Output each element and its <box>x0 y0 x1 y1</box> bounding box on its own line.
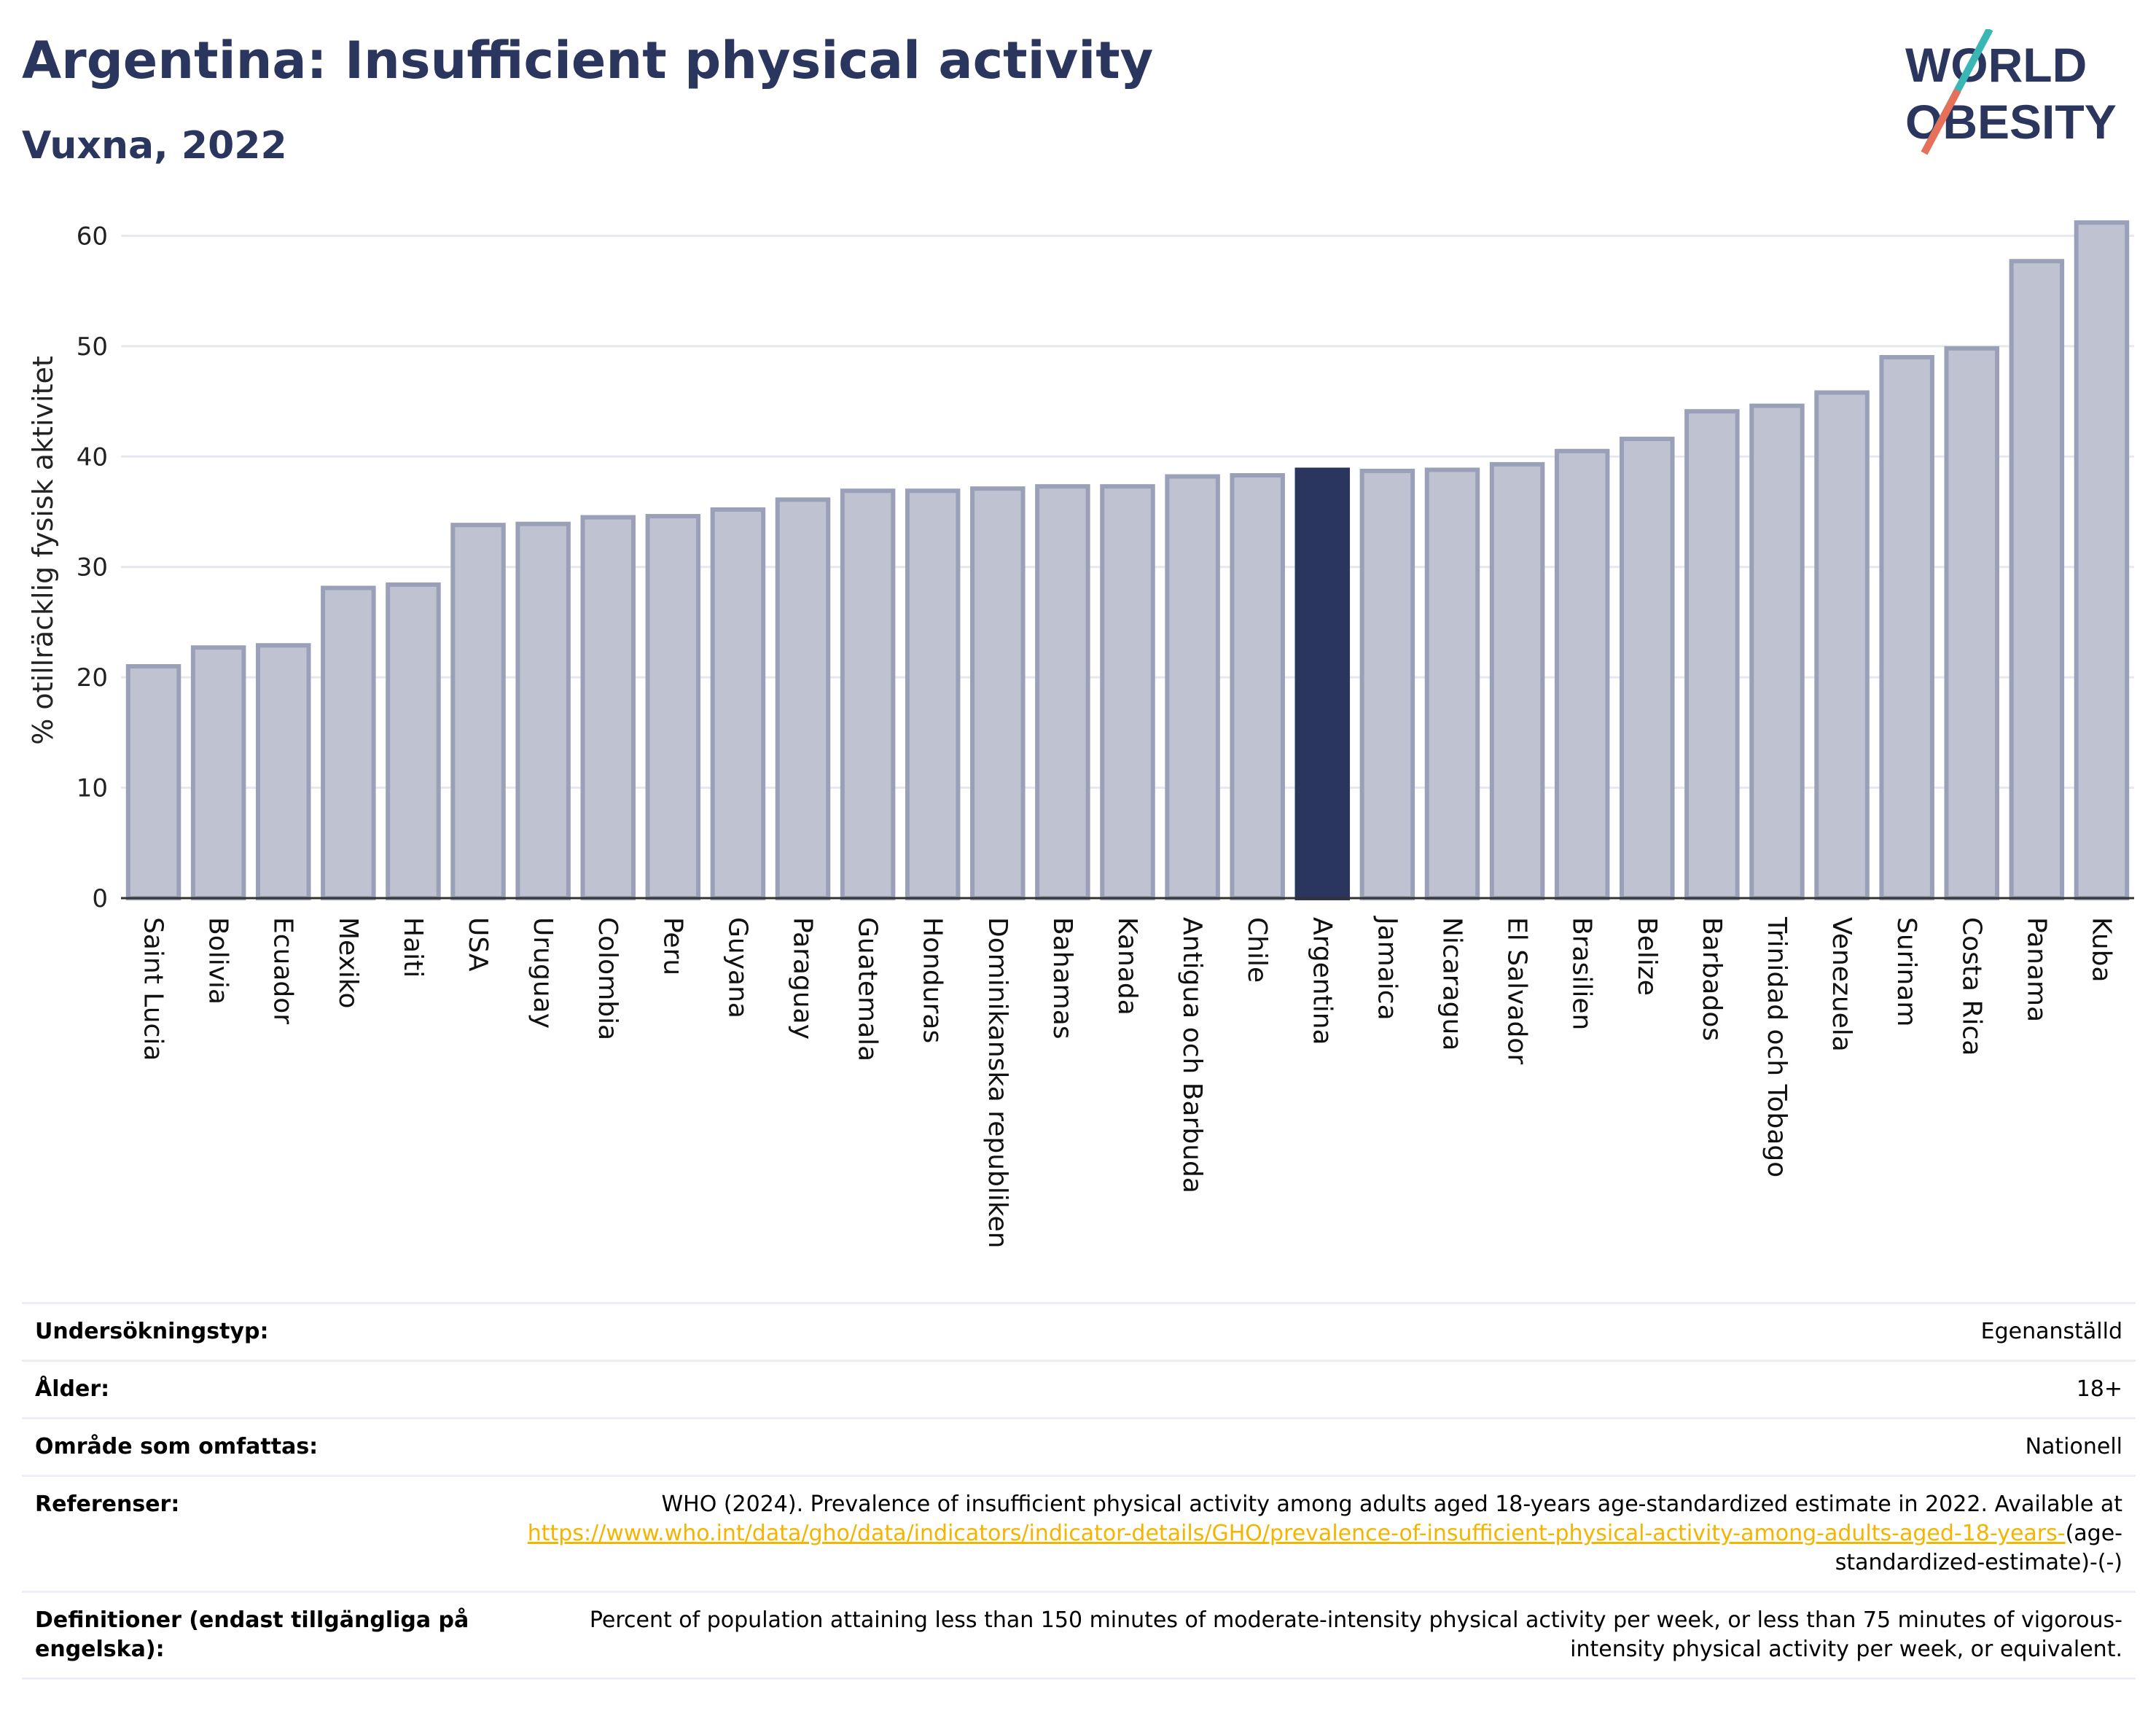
y-tick-label: 20 <box>77 663 108 693</box>
bar <box>1879 355 1934 900</box>
survey-type-value: Egenanställd <box>500 1302 2136 1361</box>
references-text: WHO (2024). Prevalence of insufficient p… <box>661 1492 2122 1517</box>
references-suffix: (age-standardized-estimate)-(-) <box>1835 1521 2122 1575</box>
bar <box>515 521 571 900</box>
bar <box>386 582 441 900</box>
meta-row-definitions: Definitioner (endast tillgängliga på eng… <box>22 1591 2136 1680</box>
x-tick-label: Brasilien <box>1567 917 1597 1030</box>
bar <box>125 664 181 900</box>
world-obesity-logo: WORLD OBESITY <box>1905 29 2117 155</box>
meta-row-references: Referenser: WHO (2024). Prevalence of in… <box>22 1475 2136 1592</box>
x-tick-label: Nicaragua <box>1437 917 1466 1050</box>
bar <box>1359 468 1415 900</box>
coverage-label: Område som omfattas: <box>22 1417 500 1476</box>
bar <box>1489 461 1545 900</box>
bar <box>1294 467 1351 900</box>
x-tick-label: Uruguay <box>528 917 558 1029</box>
bar <box>645 514 701 900</box>
page-subtitle: Vuxna, 2022 <box>22 124 287 168</box>
bar <box>580 515 636 900</box>
x-tick-label: Surinam <box>1891 917 1921 1026</box>
bar <box>1100 484 1155 900</box>
x-tick-label: Paraguay <box>788 917 818 1040</box>
references-link[interactable]: https://www.who.int/data/gho/data/indica… <box>527 1521 2066 1546</box>
y-axis-label: % otillräcklig fysisk aktivitet <box>27 356 59 745</box>
x-tick-label: Ecuador <box>268 917 298 1024</box>
bar <box>970 486 1026 900</box>
x-tick-label: Mexiko <box>333 917 363 1008</box>
references-value: WHO (2024). Prevalence of insufficient p… <box>500 1475 2136 1592</box>
y-tick-label: 10 <box>77 774 108 803</box>
x-tick-label: Bolivia <box>203 917 233 1005</box>
x-tick-label: Kanada <box>1112 917 1142 1015</box>
x-tick-label: Guatemala <box>853 917 883 1061</box>
survey-type-label: Undersökningstyp: <box>22 1302 500 1361</box>
x-tick-label: Costa Rica <box>1956 917 1986 1056</box>
bar <box>450 523 506 901</box>
x-tick-label: Guyana <box>722 917 752 1018</box>
x-tick-label: Jamaica <box>1372 916 1402 1021</box>
references-label: Referenser: <box>22 1475 500 1592</box>
metadata-table: Undersökningstyp: Egenanställd Ålder: 18… <box>22 1302 2136 1680</box>
x-tick-label: Venezuela <box>1827 917 1856 1052</box>
bar <box>1230 473 1285 900</box>
meta-row-coverage: Område som omfattas: Nationell <box>22 1417 2136 1476</box>
y-tick-label: 30 <box>77 553 108 582</box>
x-tick-label: Colombia <box>593 917 622 1040</box>
bar <box>1554 448 1610 900</box>
definitions-value: Percent of population attaining less tha… <box>500 1591 2136 1680</box>
bar <box>1165 474 1220 900</box>
x-tick-label: Peru <box>657 917 687 975</box>
bar <box>321 585 376 900</box>
bar <box>190 645 246 900</box>
y-tick-label: 40 <box>77 442 108 472</box>
x-tick-label: Saint Lucia <box>138 917 168 1061</box>
coverage-value: Nationell <box>500 1417 2136 1476</box>
x-tick-label: Kuba <box>2086 917 2116 983</box>
meta-row-survey-type: Undersökningstyp: Egenanställd <box>22 1302 2136 1361</box>
bar <box>2074 220 2130 900</box>
bar <box>1620 437 1675 900</box>
y-tick-label: 0 <box>92 884 108 913</box>
bar <box>1424 467 1480 900</box>
bar <box>1814 390 1870 900</box>
x-tick-label: El Salvador <box>1502 917 1532 1064</box>
bar <box>255 643 311 900</box>
svg-text:WORLD: WORLD <box>1905 38 2087 92</box>
x-tick-label: Honduras <box>918 917 948 1043</box>
y-tick-label: 50 <box>77 332 108 362</box>
y-tick-label: 60 <box>77 222 108 251</box>
page-title: Argentina: Insufficient physical activit… <box>22 31 1154 90</box>
x-tick-label: Panama <box>2021 917 2051 1022</box>
x-tick-label: Chile <box>1242 917 1272 983</box>
bar <box>840 488 896 900</box>
bar-chart: 0 10 20 30 40 50 60 % otillräcklig fysisk aktiv… <box>27 220 2134 1248</box>
x-tick-label: Antigua och Barbuda <box>1177 917 1207 1193</box>
x-tick-label: Argentina <box>1307 917 1337 1045</box>
x-tick-label: USA <box>463 917 493 972</box>
bar <box>1035 484 1090 900</box>
bar <box>1684 409 1740 900</box>
x-tick-label: Trinidad och Tobago <box>1762 916 1792 1177</box>
bar <box>710 507 766 900</box>
bar <box>775 497 831 900</box>
age-value: 18+ <box>500 1360 2136 1419</box>
definitions-label: Definitioner (endast tillgängliga på eng… <box>22 1591 500 1680</box>
x-tick-label: Belize <box>1632 917 1662 996</box>
bar <box>1944 346 2000 900</box>
x-tick-label: Haiti <box>398 917 428 978</box>
x-tick-label: Dominikanska republiken <box>983 917 1012 1248</box>
bar <box>1749 403 1805 900</box>
x-tick-label: Barbados <box>1697 917 1727 1041</box>
x-tick-label: Bahamas <box>1047 917 1077 1040</box>
bar <box>2009 259 2065 900</box>
age-label: Ålder: <box>22 1360 500 1419</box>
bar <box>905 488 961 900</box>
meta-row-age: Ålder: 18+ <box>22 1360 2136 1419</box>
